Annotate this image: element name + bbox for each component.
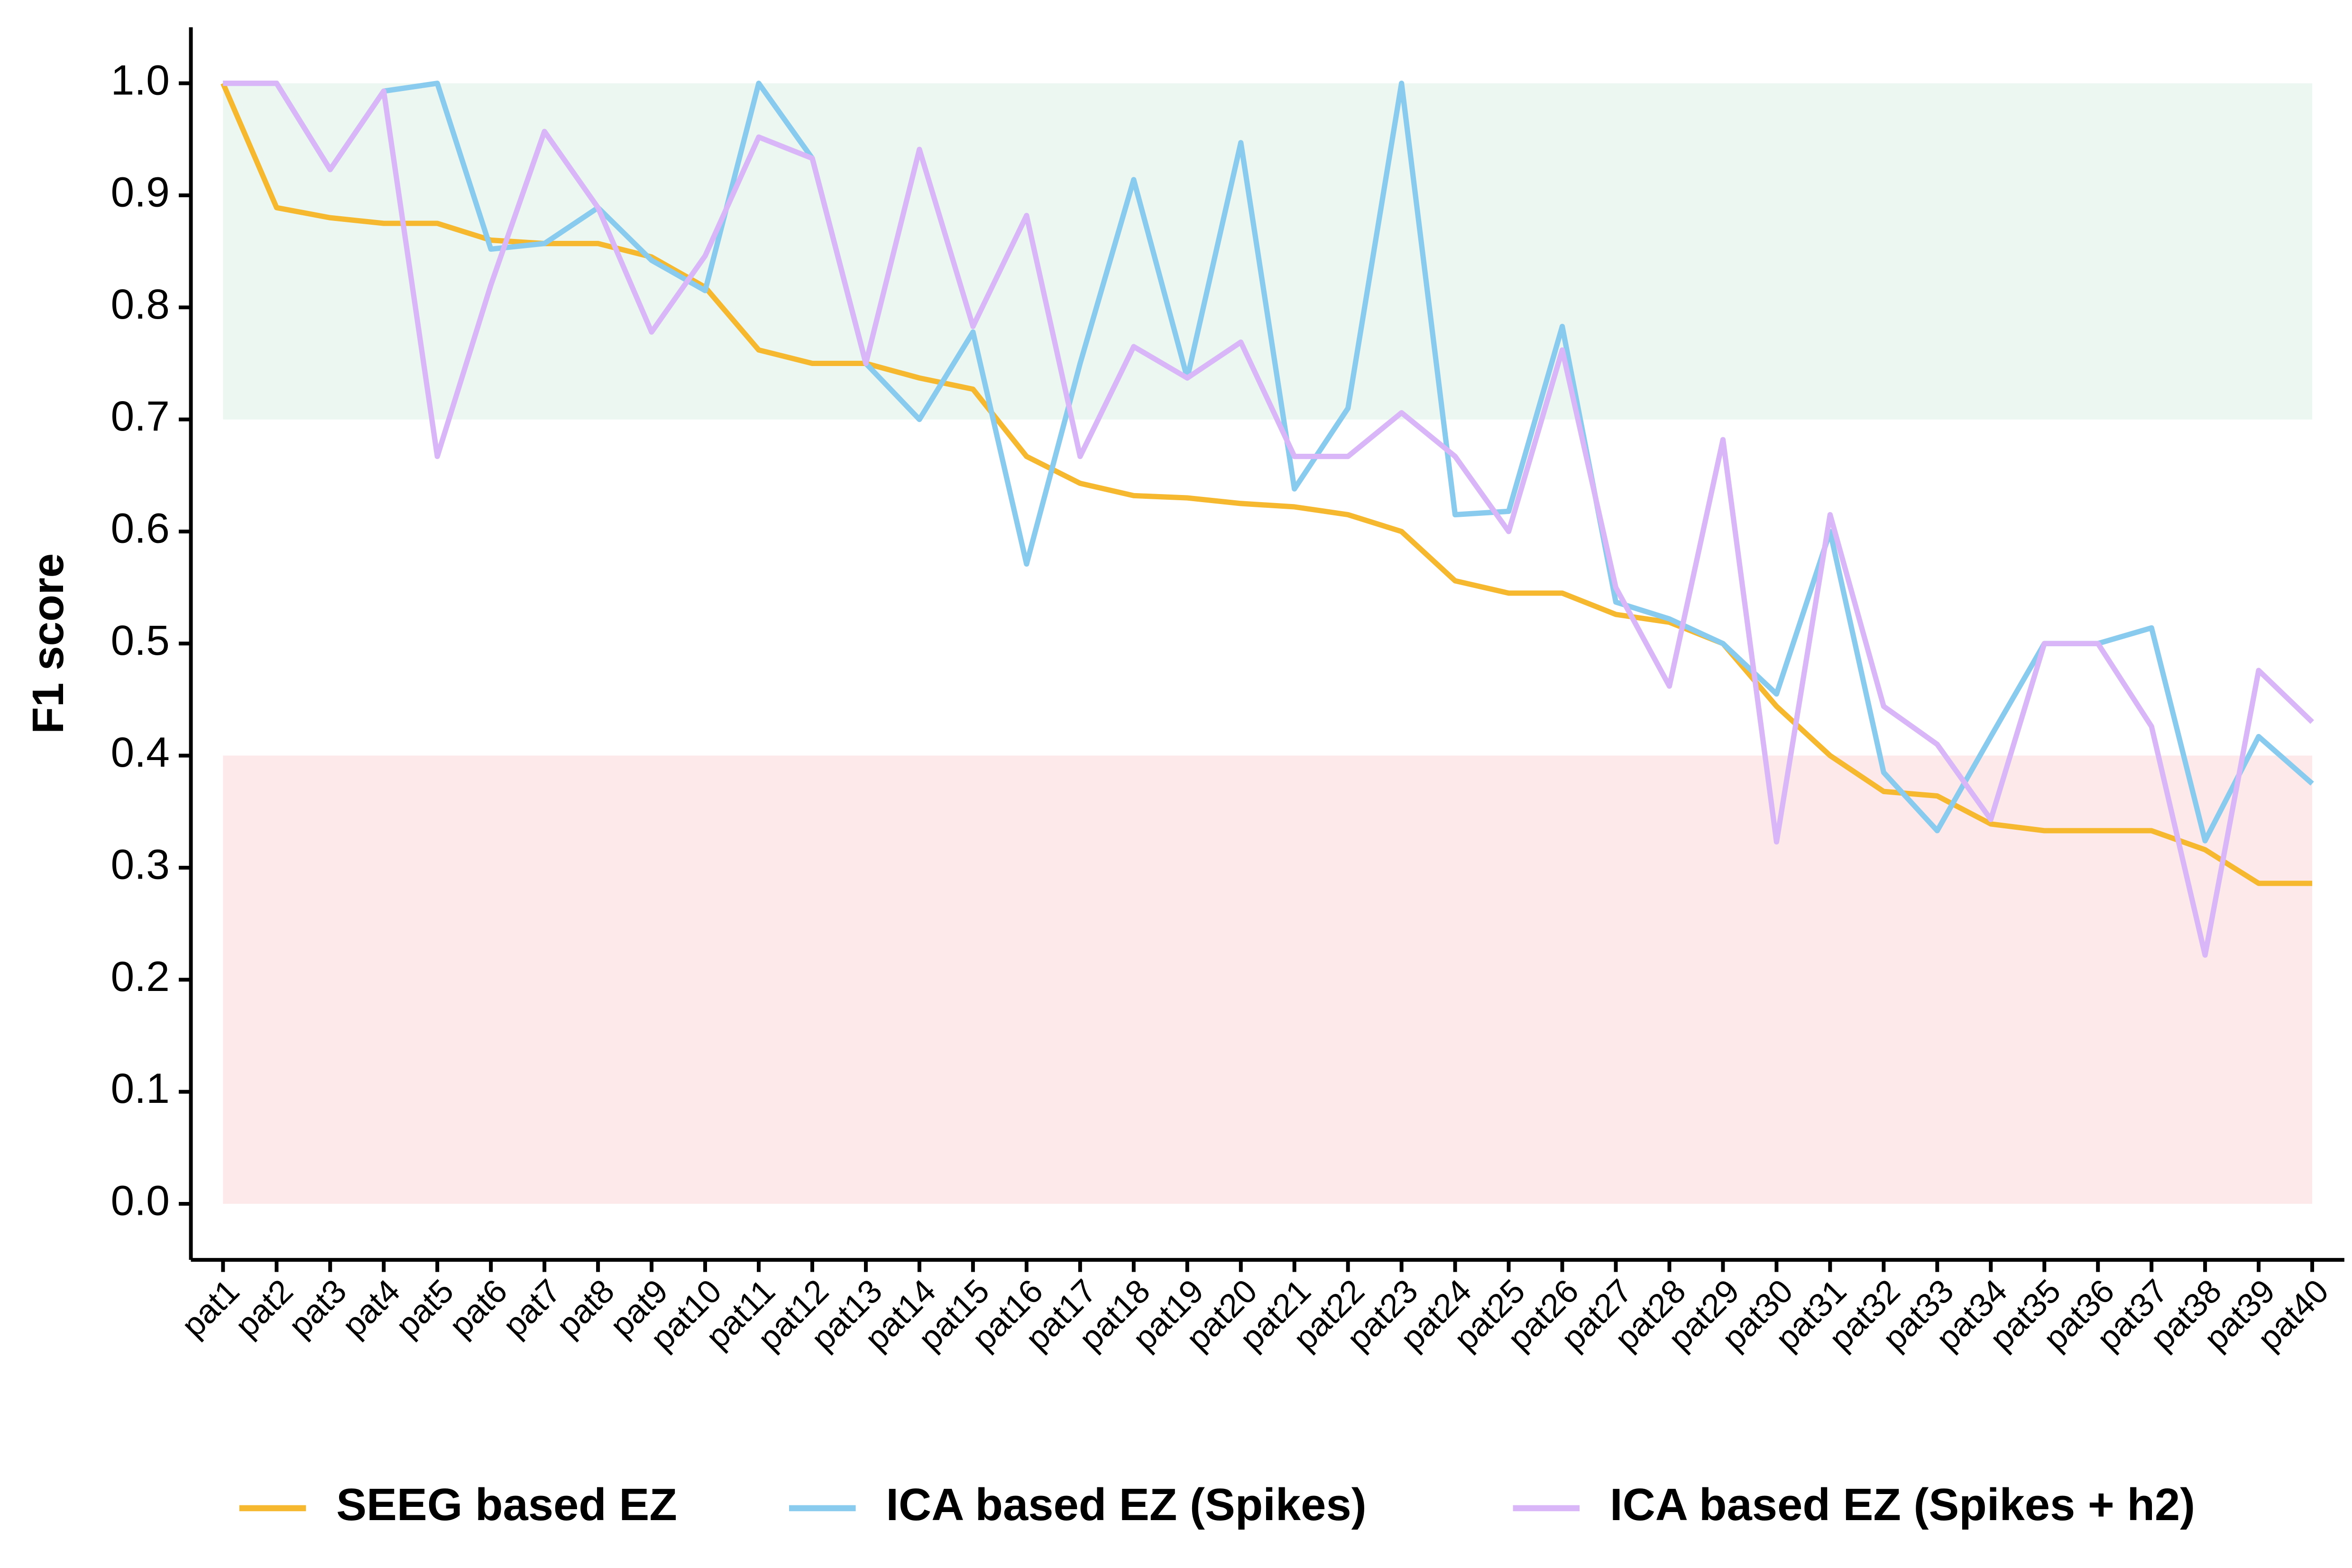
y-tick-label: 0.2: [111, 953, 170, 1000]
x-tick-label: pat8: [549, 1272, 622, 1344]
y-tick-label: 0.9: [111, 168, 170, 216]
x-tick-label: pat7: [496, 1272, 568, 1344]
threshold-band: [223, 83, 2313, 420]
series-line: [220, 82, 2313, 886]
x-tick-label: pat3: [281, 1272, 354, 1344]
y-tick-label: 0.0: [111, 1177, 170, 1224]
x-tick-label: pat1: [174, 1272, 247, 1344]
x-tick-label: pat2: [228, 1272, 300, 1344]
x-tick-label: pat4: [335, 1272, 407, 1344]
y-tick-label: 0.8: [111, 280, 170, 328]
threshold-band: [223, 755, 2313, 1204]
y-tick-label: 0.3: [111, 841, 170, 888]
legend-label: ICA based EZ (Spikes + h2): [1610, 1479, 2195, 1530]
y-axis-label: F1 score: [23, 553, 73, 734]
y-tick-label: 1.0: [111, 56, 170, 103]
x-tick-label: pat5: [388, 1272, 461, 1344]
series-line: [223, 81, 2314, 958]
y-tick-label: 0.1: [111, 1064, 170, 1112]
y-tick-label: 0.5: [111, 616, 170, 664]
y-tick-label: 0.6: [111, 504, 170, 552]
y-tick-label: 0.4: [111, 728, 170, 776]
x-tick-label: pat6: [442, 1272, 514, 1344]
y-tick-label: 0.7: [111, 392, 170, 440]
legend-label: ICA based EZ (Spikes): [886, 1479, 1366, 1530]
legend-label: SEEG based EZ: [336, 1479, 677, 1530]
